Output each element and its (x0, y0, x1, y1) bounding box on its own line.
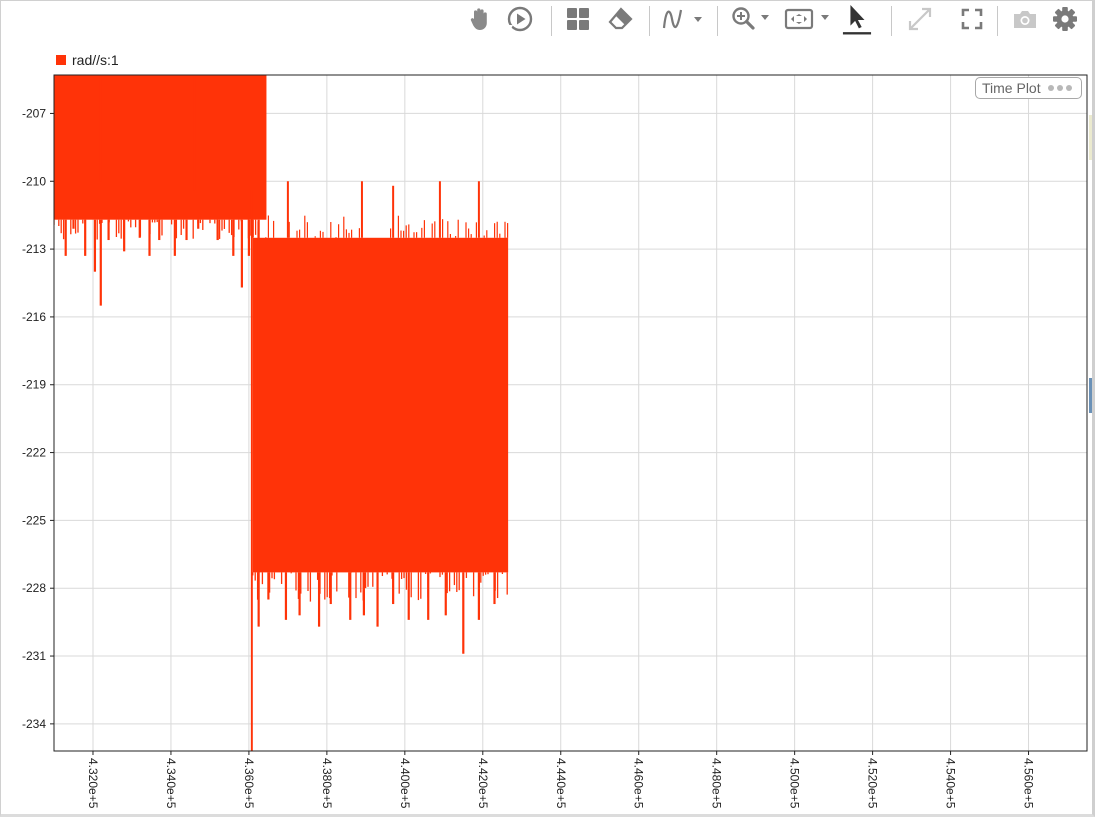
x-tick-label: 4.560e+5 (1022, 758, 1036, 809)
toolbar-separator (997, 6, 998, 36)
eraser-button[interactable] (605, 4, 635, 34)
x-tick-label: 4.320e+5 (86, 758, 100, 809)
y-tick-label: -207 (22, 106, 46, 120)
x-tick-label: 4.520e+5 (866, 758, 880, 809)
x-tick-label: 4.540e+5 (944, 758, 958, 809)
y-tick-label: -234 (22, 717, 46, 731)
signal-band (250, 190, 253, 751)
y-tick-label: -216 (22, 310, 46, 324)
more-options-icon[interactable] (1047, 85, 1075, 91)
snapshot-button[interactable] (1010, 4, 1040, 34)
toolbar-separator (649, 6, 650, 36)
fullscreen-icon (961, 8, 983, 30)
fit-to-view-icon (784, 8, 829, 30)
time-plot-badge[interactable]: Time Plot (975, 77, 1082, 99)
y-tick-label: -210 (22, 174, 46, 188)
x-tick-label: 4.440e+5 (554, 758, 568, 809)
x-tick-label: 4.400e+5 (398, 758, 412, 809)
expand-icon (908, 7, 932, 31)
toolbar-separator (717, 6, 718, 36)
x-tick-label: 4.420e+5 (476, 758, 490, 809)
signal-menu-button[interactable] (660, 4, 706, 34)
legend-label: rad//s:1 (72, 52, 119, 68)
time-plot-label: Time Plot (982, 80, 1041, 96)
grid-icon (567, 8, 589, 30)
cursor-tool-button[interactable] (842, 4, 872, 35)
x-tick-label: 4.480e+5 (710, 758, 724, 809)
settings-button[interactable] (1050, 4, 1080, 34)
y-tick-label: -219 (22, 378, 46, 392)
y-tick-label: -222 (22, 446, 46, 460)
fullscreen-button[interactable] (957, 4, 987, 34)
zoom-in-icon (732, 7, 769, 30)
x-tick-label: 4.380e+5 (320, 758, 334, 809)
x-tick-label: 4.340e+5 (164, 758, 178, 809)
eraser-icon (608, 7, 633, 30)
toolbar (0, 0, 1095, 40)
toolbar-separator (551, 6, 552, 36)
gear-icon (1053, 7, 1077, 31)
plot-frame (53, 74, 1088, 752)
legend-swatch (56, 55, 66, 65)
series-rad-s-1 (54, 75, 509, 751)
hand-icon (470, 8, 487, 30)
y-tick-label: -225 (22, 513, 46, 527)
waveform-icon (662, 9, 702, 29)
x-tick-label: 4.500e+5 (788, 758, 802, 809)
signal-band (252, 237, 509, 573)
layout-button[interactable] (563, 4, 593, 34)
toolbar-separator (891, 6, 892, 36)
y-tick-label: -213 (22, 242, 46, 256)
signal-band (54, 75, 267, 220)
scrollbar-track[interactable] (1089, 95, 1095, 795)
x-tick-label: 4.360e+5 (242, 758, 256, 809)
side-panel-markers (1089, 115, 1095, 413)
play-circle-icon (507, 6, 533, 32)
y-tick-label: -228 (22, 581, 46, 595)
expand-button[interactable] (905, 4, 935, 34)
pan-tool-button[interactable] (465, 4, 495, 34)
y-tick-label: -231 (22, 649, 46, 663)
fit-menu-button[interactable] (784, 4, 834, 34)
legend[interactable]: rad//s:1 (56, 52, 119, 68)
zoom-menu-button[interactable] (730, 4, 776, 34)
camera-icon (1014, 11, 1036, 28)
x-tick-label: 4.460e+5 (632, 758, 646, 809)
play-button[interactable] (505, 4, 535, 34)
cursor-arrow-icon (842, 4, 872, 35)
